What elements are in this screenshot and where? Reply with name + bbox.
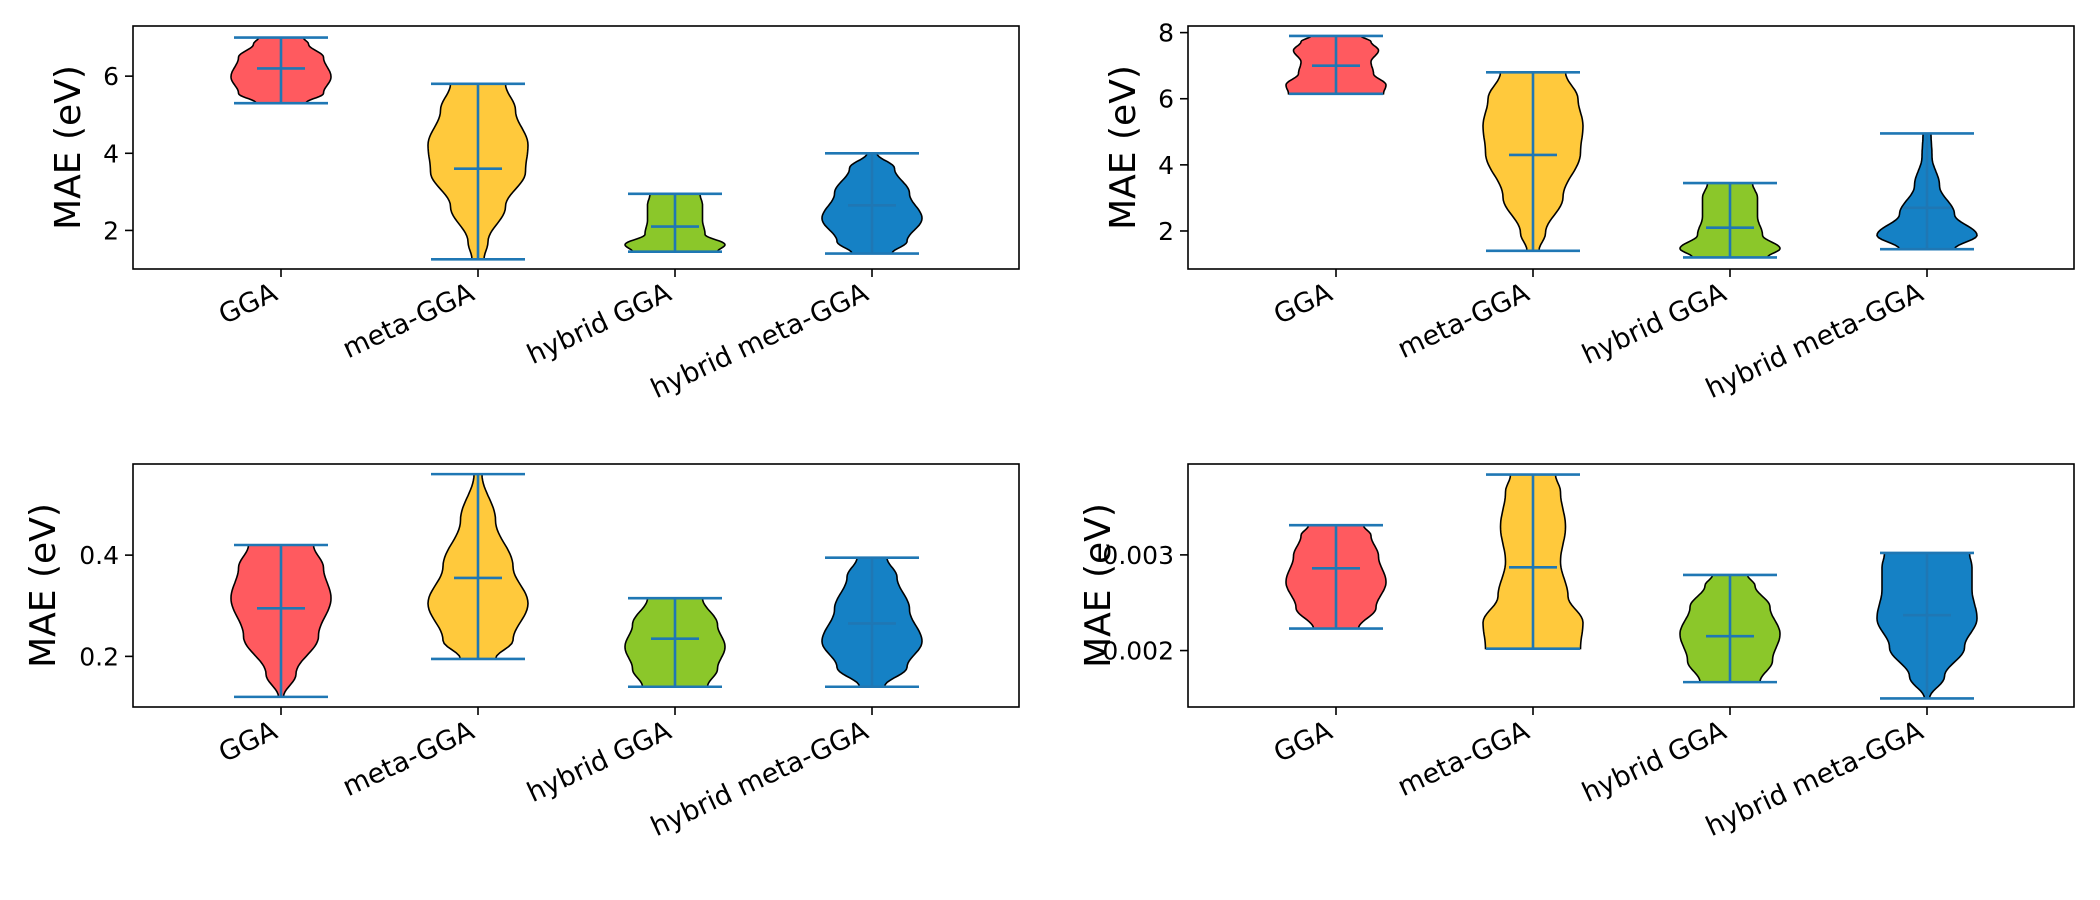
y-tick-label: 6 [103,62,119,91]
y-axis-label: MAE (eV) [23,503,64,668]
x-tick-label: meta-GGA [1393,715,1534,803]
violin-panel-top-right: 2 4 6 8 MAE (eV) GGA meta-GGA hybrid GGAhybrid … [1103,19,2075,405]
y-axis-label: MAE (eV) [48,65,89,230]
plot-area-frame [1187,463,2075,708]
y-tick-label: 2 [103,216,119,245]
plot-area-frame [132,25,1020,270]
x-tick-label: hybrid GGA [1577,277,1731,371]
y-tick-label: 2 [1158,217,1174,246]
violin-panel-bottom-left: 0.2 0.4 MAE (eV) GGA meta-GGA hybrid GGAhybri… [23,463,1020,843]
x-tick-label: GGA [214,715,282,769]
x-tick-label: hybrid meta-GGA [646,277,873,405]
y-tick-label: 0.2 [79,642,119,671]
x-tick-label: hybrid GGA [1577,715,1731,809]
x-tick-label: hybrid meta-GGA [1701,715,1928,843]
x-tick-label: meta-GGA [1393,277,1534,365]
plot-area-frame [132,463,1020,708]
y-tick-label: 4 [103,139,119,168]
x-tick-label: hybrid GGA [522,715,676,809]
x-tick-label: hybrid meta-GGA [1701,277,1928,405]
x-tick-label: hybrid GGA [522,277,676,371]
x-tick-label: meta-GGA [338,277,479,365]
x-tick-label: GGA [1269,715,1337,769]
plot-area-frame [1187,25,2075,270]
y-tick-label: 0.4 [79,541,119,570]
y-axis-label: MAE (eV) [1103,65,1144,230]
y-tick-label: 0.002 [1102,637,1174,666]
y-tick-label: 8 [1158,19,1174,48]
x-tick-label: meta-GGA [338,715,479,803]
x-tick-label: GGA [1269,277,1337,331]
y-tick-label: 6 [1158,85,1174,114]
y-axis-label: MAE (eV) [1078,503,1119,668]
y-tick-label: 0.003 [1102,541,1174,570]
y-tick-label: 4 [1158,151,1174,180]
x-tick-label: hybrid meta-GGA [646,715,873,843]
x-tick-label: GGA [214,277,282,331]
